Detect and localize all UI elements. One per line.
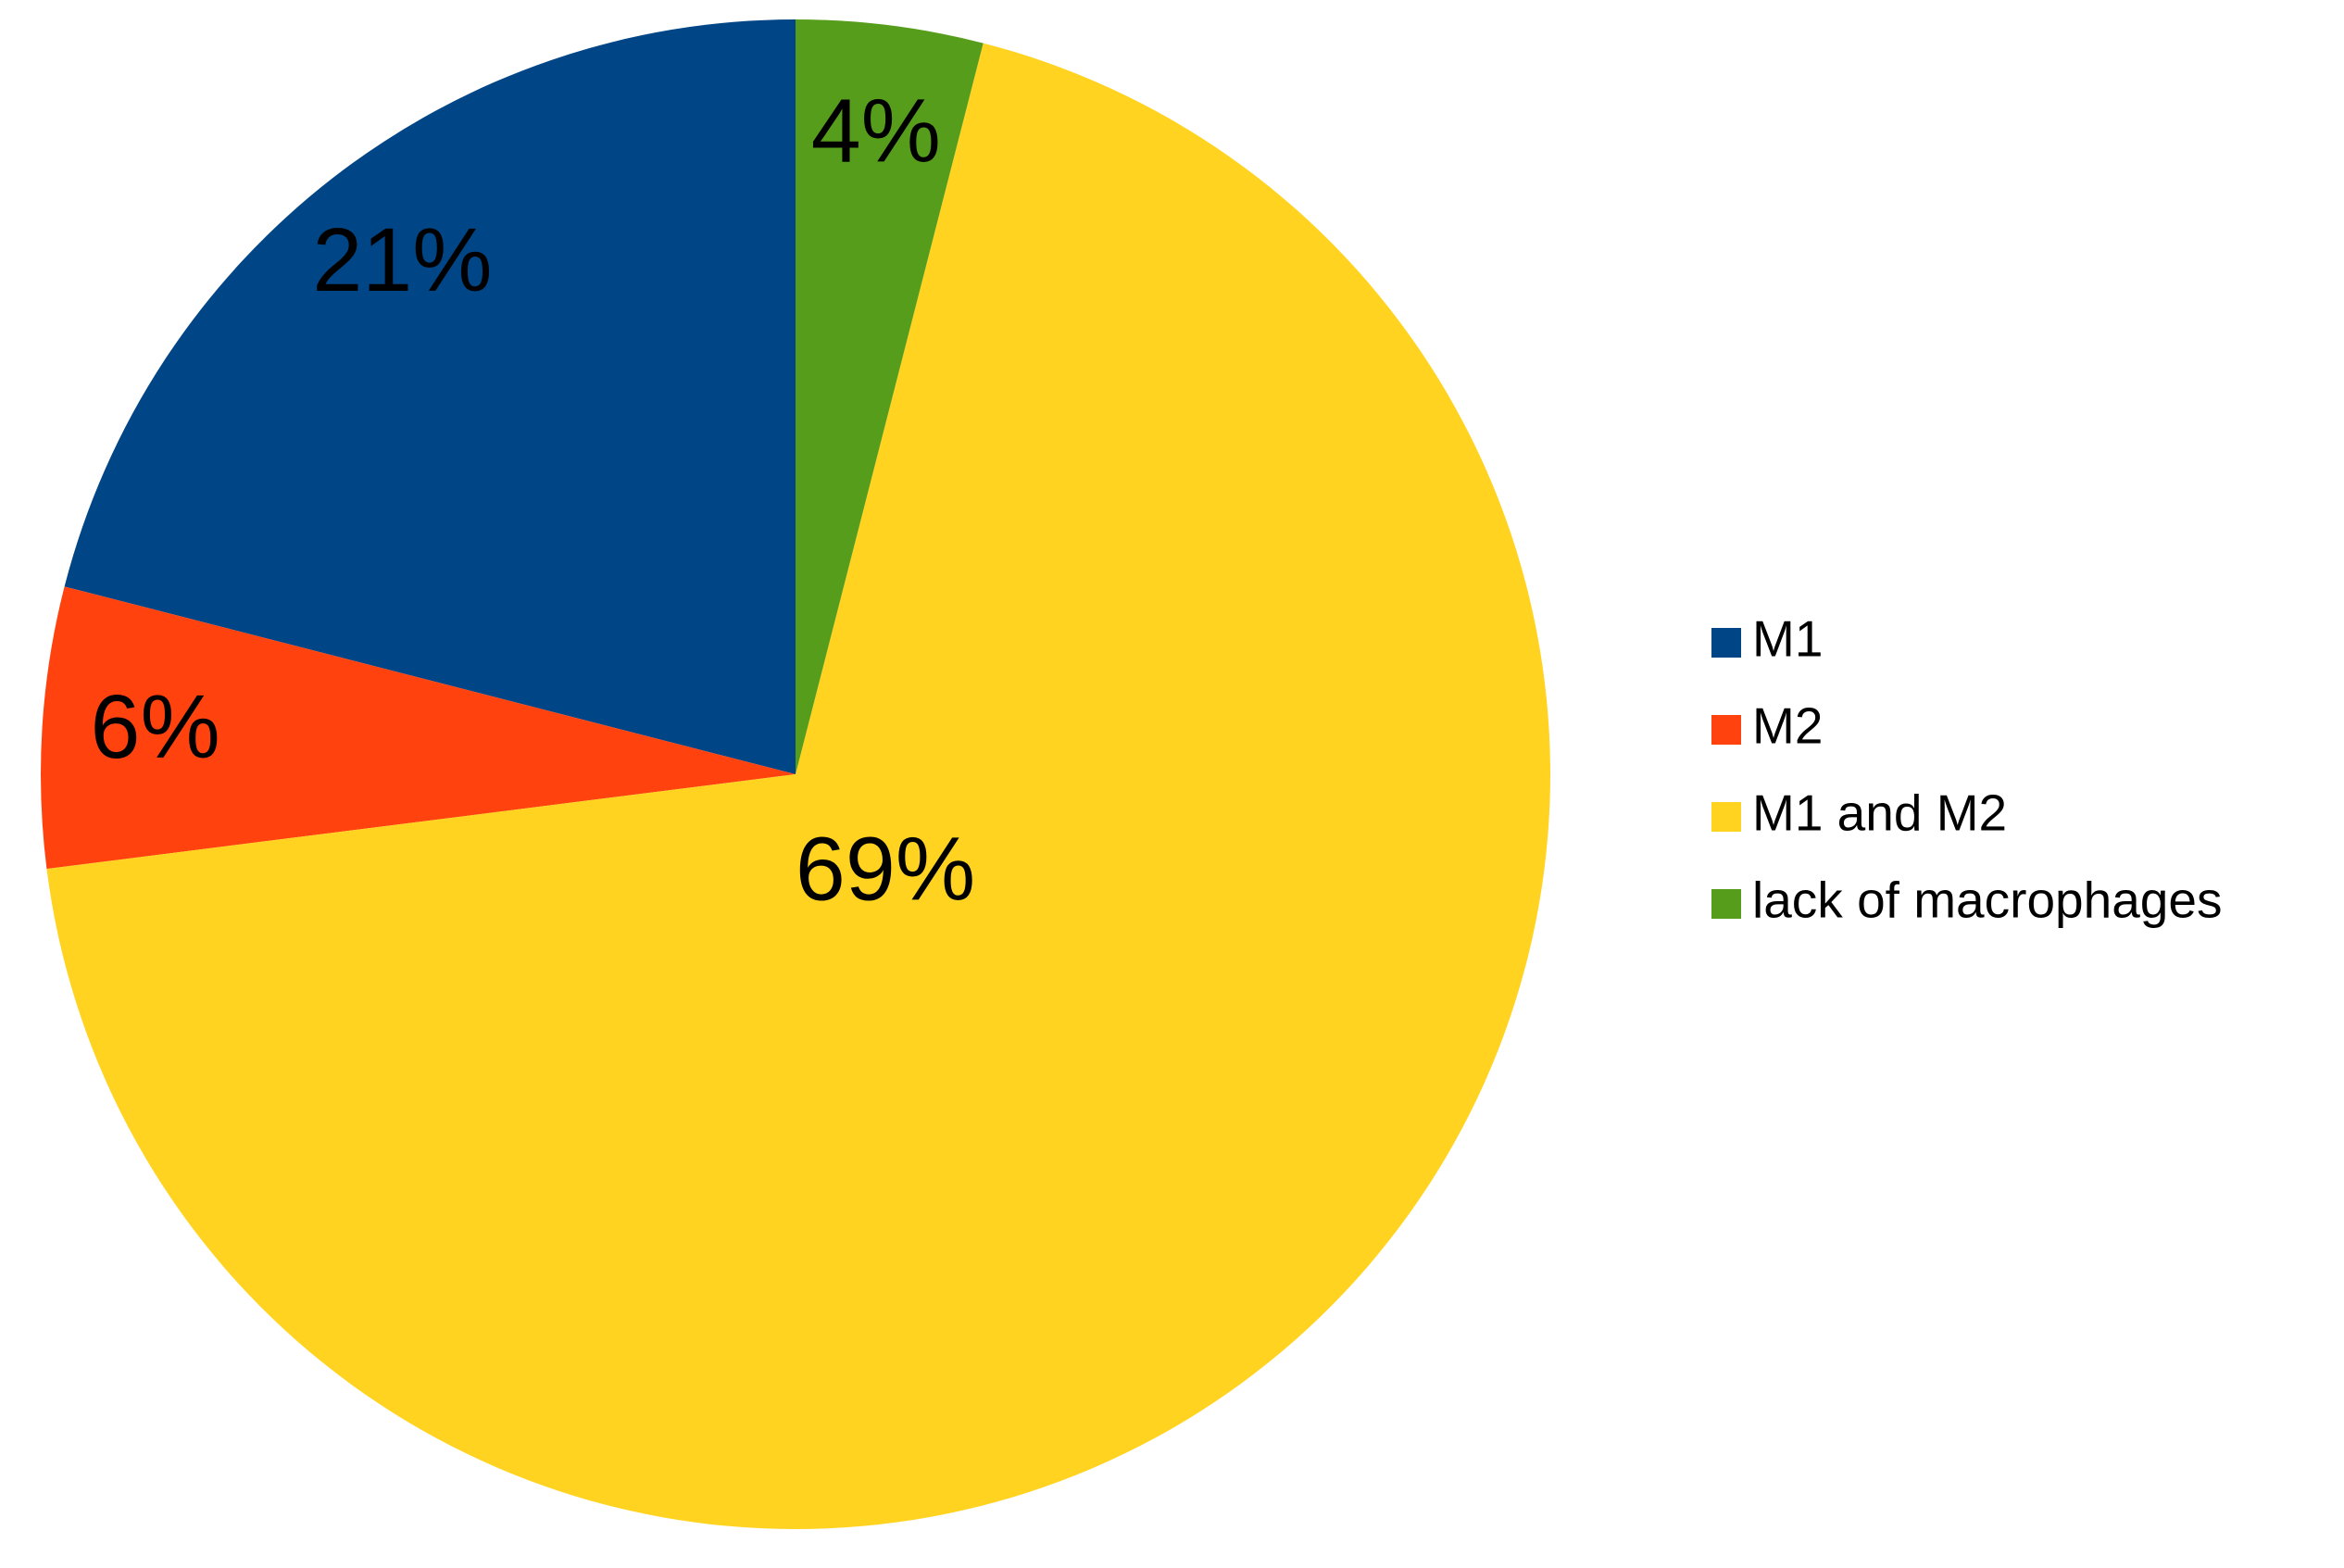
legend-swatch [1711, 715, 1741, 745]
value-label: 21% [312, 209, 492, 310]
value-label: 6% [91, 676, 220, 777]
value-label: 69% [796, 819, 975, 920]
legend-label: M2 [1752, 697, 1823, 755]
pie-slice [46, 43, 1551, 1529]
legend-label: M1 [1752, 610, 1823, 668]
legend-label: M1 and M2 [1752, 784, 2007, 842]
pie-slice [64, 19, 796, 774]
pie-slice [41, 586, 796, 870]
pie-slice [796, 19, 984, 774]
value-label: 4% [811, 80, 941, 181]
legend-swatch [1711, 802, 1741, 832]
legend-swatch [1711, 628, 1741, 658]
legend-label: lack of macrophages [1752, 872, 2223, 929]
legend-swatch [1711, 889, 1741, 919]
